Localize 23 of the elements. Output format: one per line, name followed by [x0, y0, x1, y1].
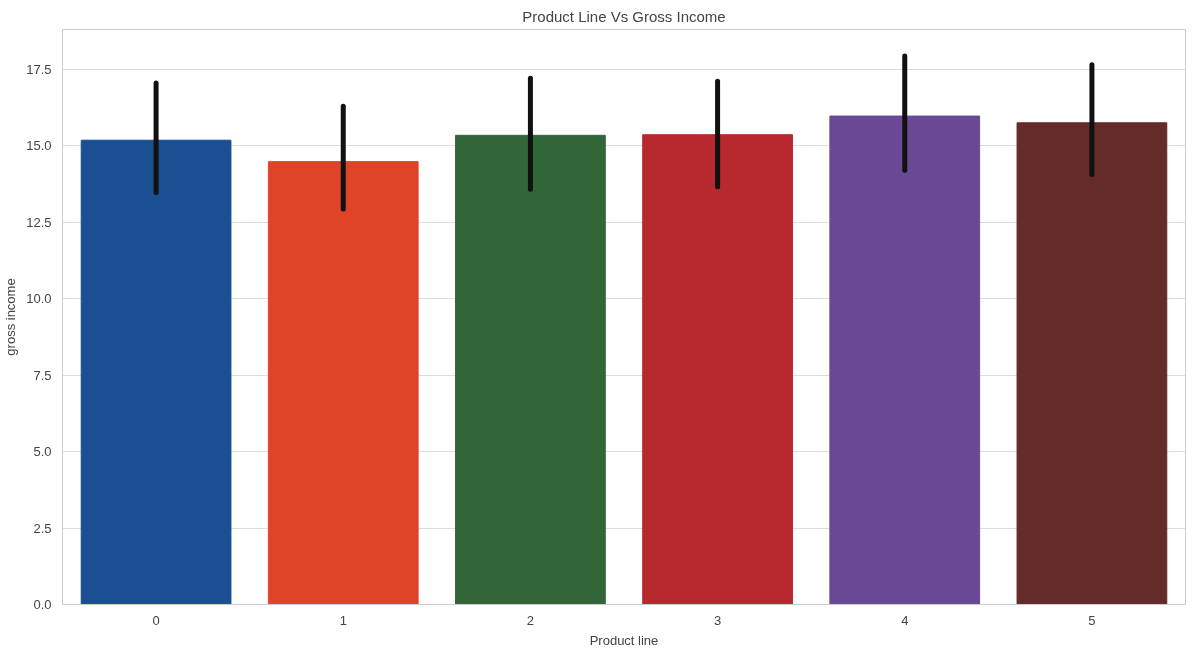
y-tick-label: 0.0 — [33, 597, 52, 612]
bar — [1016, 122, 1168, 605]
y-tick-label: 5.0 — [33, 444, 52, 460]
y-tick-label: 12.5 — [26, 214, 52, 230]
x-tick-label: 5 — [1088, 612, 1096, 628]
x-tick-label: 4 — [901, 612, 909, 628]
bar — [455, 134, 606, 605]
y-tick-label: 15.0 — [26, 138, 52, 154]
y-tick-label: 17.5 — [26, 61, 52, 77]
x-tick-label: 2 — [526, 612, 535, 628]
chart-title: Product Line Vs Gross Income — [522, 7, 726, 25]
bar — [267, 161, 419, 605]
bar — [80, 139, 232, 605]
x-axis-title: Product line — [589, 632, 659, 648]
y-tick-label: 2.5 — [33, 520, 52, 536]
bar — [642, 134, 793, 605]
y-axis-title: gross income — [3, 278, 19, 356]
x-tick-label: 1 — [339, 612, 347, 628]
x-tick-label: 0 — [152, 612, 160, 628]
y-tick-label: 7.5 — [33, 367, 52, 383]
y-tick-label: 10.0 — [26, 291, 52, 307]
bar — [829, 115, 981, 605]
x-tick-label: 3 — [713, 612, 722, 628]
